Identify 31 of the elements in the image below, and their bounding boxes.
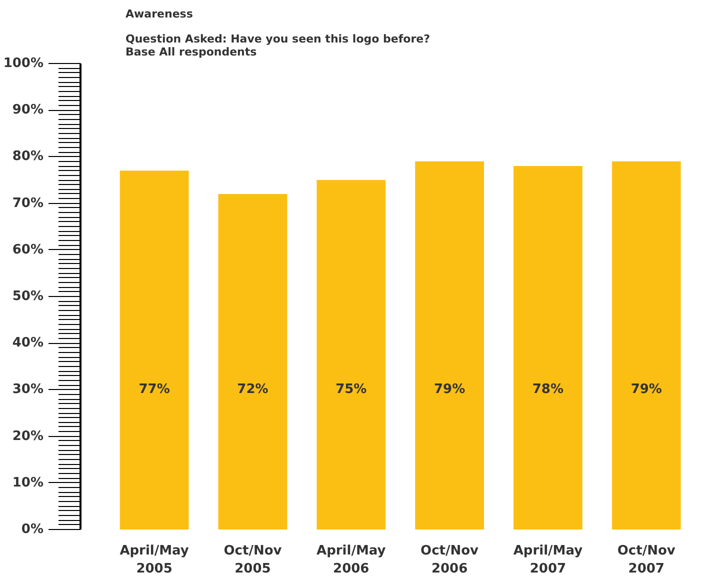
bar bbox=[120, 170, 189, 530]
data-label: 79% bbox=[630, 382, 662, 398]
x-tick-label: April/May 2006 bbox=[316, 544, 386, 576]
y-tick-label: 70% bbox=[12, 196, 44, 211]
data-label: 75% bbox=[336, 382, 367, 398]
bar bbox=[514, 166, 582, 530]
bar bbox=[316, 180, 386, 530]
y-tick-label: 20% bbox=[12, 428, 44, 444]
x-tick-label: Oct/Nov 2007 bbox=[617, 544, 676, 576]
y-tick-label: 30% bbox=[12, 382, 44, 398]
x-tick-label: Oct/Nov 2006 bbox=[420, 544, 480, 576]
x-tick-label: April/May 2007 bbox=[513, 544, 584, 576]
y-tick-label: 10% bbox=[12, 475, 44, 490]
x-tick-label: Oct/Nov 2005 bbox=[224, 544, 282, 576]
chart-subtitle: Question Asked: Have you seen this logo before? Base All respondents bbox=[126, 32, 430, 58]
data-label: 77% bbox=[138, 382, 170, 398]
bar bbox=[612, 161, 681, 530]
y-tick-label: 50% bbox=[12, 289, 44, 304]
bar bbox=[218, 194, 288, 530]
data-label: 79% bbox=[434, 382, 466, 398]
bar bbox=[415, 161, 484, 530]
y-tick-label: 80% bbox=[12, 149, 44, 164]
x-tick-label: April/May 2005 bbox=[120, 544, 190, 576]
y-tick-label: 90% bbox=[12, 102, 44, 118]
chart-title: Awareness bbox=[126, 8, 194, 20]
y-tick-label: 60% bbox=[12, 242, 44, 258]
y-tick-label: 40% bbox=[12, 336, 44, 351]
data-label: 78% bbox=[532, 382, 564, 398]
data-label: 72% bbox=[237, 382, 268, 398]
y-tick-label: 0% bbox=[21, 522, 44, 537]
y-tick-label: 100% bbox=[3, 56, 44, 71]
